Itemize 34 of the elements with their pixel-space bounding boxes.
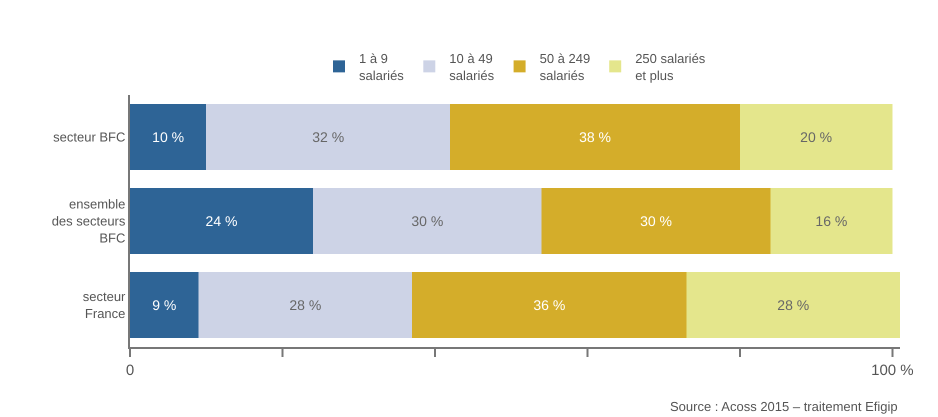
data-label: 36 % xyxy=(533,297,566,313)
data-label: 28 % xyxy=(777,297,810,313)
data-label: 9 % xyxy=(152,297,176,313)
legend-label: 250 salariés et plus xyxy=(635,50,706,83)
legend-label: 1 à 9 salariés xyxy=(359,50,404,83)
bar xyxy=(206,104,450,170)
data-label: 24 % xyxy=(206,213,238,229)
legend-label: 50 à 249 salariés xyxy=(540,50,590,83)
bar xyxy=(450,104,740,170)
bar xyxy=(686,272,900,338)
bar xyxy=(412,272,687,338)
y-tick-label: secteur France xyxy=(82,289,126,321)
source-note: Source : Acoss 2015 – traitement Efigip xyxy=(670,399,898,414)
data-label: 28 % xyxy=(289,297,322,313)
bar xyxy=(130,104,206,170)
data-label: 10 % xyxy=(152,129,184,145)
y-tick-label: ensemble des secteurs BFC xyxy=(52,196,126,246)
bar xyxy=(130,272,199,338)
data-label: 32 % xyxy=(312,129,344,145)
bar xyxy=(740,104,892,170)
bar xyxy=(198,272,412,338)
data-label: 30 % xyxy=(411,213,444,229)
bar xyxy=(130,188,313,254)
x-tick-label: 0 xyxy=(126,362,134,379)
bar xyxy=(312,188,542,254)
x-tick-label: 100 % xyxy=(871,362,914,379)
data-label: 38 % xyxy=(579,129,612,145)
bar xyxy=(542,188,770,254)
data-label: 16 % xyxy=(815,213,848,229)
data-label: 20 % xyxy=(800,129,832,145)
bar xyxy=(770,188,892,254)
legend-label: 10 à 49 salariés xyxy=(449,50,495,83)
y-tick-label: secteur BFC xyxy=(53,130,126,145)
data-label: 30 % xyxy=(640,213,672,229)
